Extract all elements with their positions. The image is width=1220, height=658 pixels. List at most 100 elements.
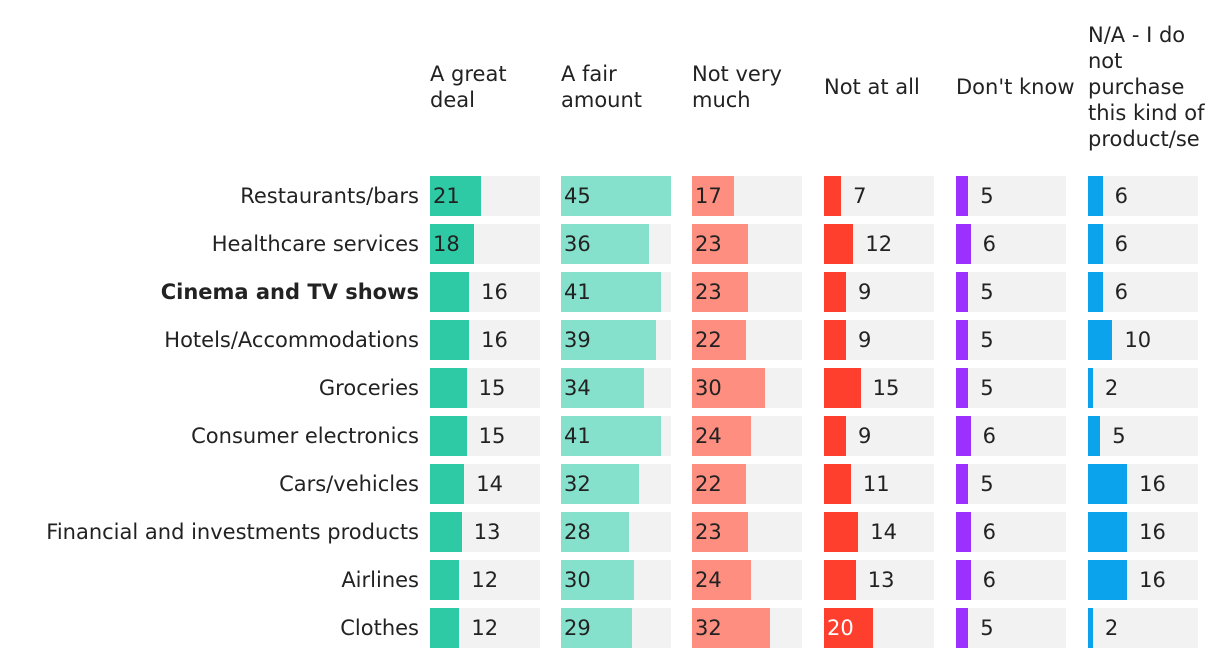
value-label: 30 [564, 568, 591, 592]
value-label: 9 [858, 280, 872, 304]
value-label: 10 [1124, 328, 1152, 352]
value-label: 22 [695, 472, 722, 496]
bar [956, 416, 971, 456]
bar [692, 224, 749, 264]
bar-background [956, 224, 1066, 264]
category-label: Financial and investments products [46, 520, 419, 544]
bar [430, 560, 460, 600]
value-label: 15 [478, 424, 506, 448]
value-label: 32 [564, 472, 591, 496]
bar [1088, 368, 1093, 408]
value-label: 6 [1114, 280, 1129, 304]
bar [561, 608, 632, 648]
bar [956, 608, 969, 648]
value-label: 21 [433, 184, 460, 208]
category-label: Hotels/Accommodations [164, 328, 419, 352]
value-label: 15 [478, 376, 506, 400]
value-label: 41 [564, 424, 591, 448]
value-label: 16 [1139, 472, 1166, 496]
value-label: 13 [867, 568, 895, 592]
bar-background [956, 512, 1066, 552]
value-label: 15 [872, 376, 900, 400]
value-label: 2 [1104, 376, 1119, 400]
value-label: 28 [564, 520, 591, 544]
bar [956, 320, 969, 360]
bar [956, 512, 971, 552]
value-label: 36 [564, 232, 591, 256]
value-label: 14 [870, 520, 897, 544]
bar [430, 416, 467, 456]
bar [1088, 608, 1093, 648]
bar [1088, 560, 1128, 600]
bar [430, 176, 482, 216]
bar [1088, 224, 1103, 264]
bar [430, 272, 470, 312]
bar-background [1088, 368, 1198, 408]
bar-background [956, 368, 1066, 408]
bar-background [956, 464, 1066, 504]
value-label: 12 [471, 568, 499, 592]
bar [692, 608, 771, 648]
bar [956, 272, 969, 312]
bar [824, 368, 861, 408]
bar [561, 176, 671, 216]
value-label: 6 [1114, 184, 1129, 208]
bar [956, 464, 969, 504]
value-label: 39 [564, 328, 591, 352]
value-label: 18 [433, 232, 460, 256]
bar-background [1088, 608, 1198, 648]
bar [1088, 176, 1103, 216]
value-label: 9 [858, 424, 872, 448]
value-label: 12 [471, 616, 499, 640]
bar [1088, 416, 1101, 456]
category-label: Cinema and TV shows [160, 280, 419, 304]
value-label: 29 [564, 616, 591, 640]
value-label: 5 [980, 376, 994, 400]
bar [430, 512, 462, 552]
bar [1088, 464, 1128, 504]
value-label: 22 [695, 328, 722, 352]
bar [692, 464, 746, 504]
bar [561, 224, 649, 264]
bar [561, 512, 630, 552]
bar-background [1088, 272, 1198, 312]
column-header: A fair amount [561, 62, 643, 112]
bar [561, 368, 645, 408]
value-label: 17 [695, 184, 722, 208]
bar-background [956, 272, 1066, 312]
bar [692, 416, 751, 456]
value-label: 16 [1139, 568, 1166, 592]
value-label: 13 [473, 520, 501, 544]
value-label: 16 [481, 328, 508, 352]
value-label: 16 [481, 280, 508, 304]
bar-background [956, 416, 1066, 456]
bar [956, 224, 971, 264]
category-label: Cars/vehicles [279, 472, 419, 496]
column-header: N/A - I do not purchase this kind of pro… [1088, 23, 1205, 151]
value-label: 12 [865, 232, 893, 256]
value-label: 5 [980, 280, 994, 304]
value-label: 6 [982, 424, 997, 448]
bar [1088, 320, 1113, 360]
value-label: 23 [695, 520, 722, 544]
value-label: 32 [695, 616, 722, 640]
category-label: Restaurants/bars [240, 184, 419, 208]
value-label: 23 [695, 280, 722, 304]
value-label: 23 [695, 232, 722, 256]
bar [561, 320, 657, 360]
bar [692, 320, 746, 360]
bar [561, 416, 662, 456]
column-header: Don't know [956, 75, 1075, 99]
category-label: Groceries [318, 376, 419, 400]
bar [824, 560, 856, 600]
value-label: 5 [980, 328, 994, 352]
bar [692, 272, 749, 312]
column-header: A great deal [430, 62, 507, 112]
value-label: 16 [1139, 520, 1166, 544]
value-label: 41 [564, 280, 591, 304]
bar-background [1088, 176, 1198, 216]
value-label: 5 [980, 184, 994, 208]
category-label: Airlines [341, 568, 419, 592]
value-label: 45 [564, 184, 591, 208]
